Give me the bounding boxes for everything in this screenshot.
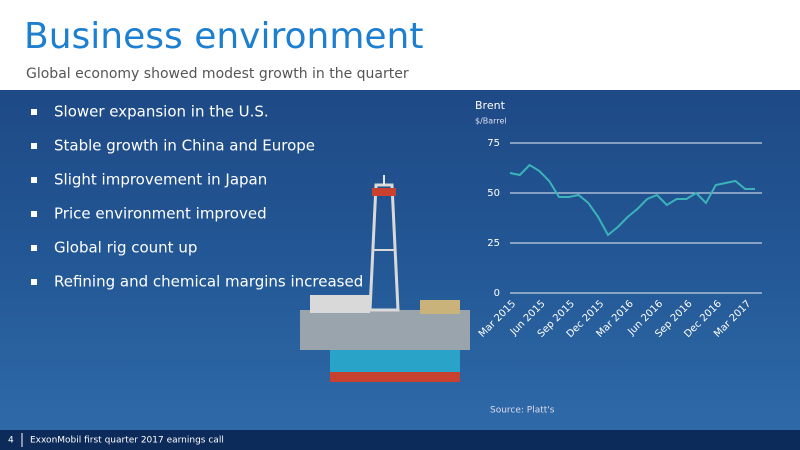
brent-line	[509, 163, 755, 237]
y-tick-label: 75	[487, 138, 500, 149]
bullet-text: Refining and chemical margins increased	[54, 273, 363, 291]
footer-text: ExxonMobil first quarter 2017 earnings c…	[30, 436, 224, 446]
chart-subtitle: $/Barrel	[475, 117, 507, 126]
subtitle: Global economy showed modest growth in t…	[26, 66, 409, 82]
chart-title: Brent	[475, 99, 506, 112]
bullet-text: Global rig count up	[54, 239, 197, 257]
bullet-marker	[31, 211, 37, 217]
bullet-marker	[31, 177, 37, 183]
header-band	[0, 0, 800, 90]
y-tick-label: 50	[487, 188, 500, 199]
bullet-text: Price environment improved	[54, 205, 267, 223]
bullet-text: Slower expansion in the U.S.	[54, 103, 269, 121]
bullet-marker	[31, 245, 37, 251]
y-tick-label: 25	[487, 238, 500, 249]
bullet-text: Slight improvement in Japan	[54, 171, 267, 189]
y-tick-label: 0	[494, 288, 500, 299]
source-note: Source: Platt's	[490, 406, 555, 416]
page-number: 4	[8, 436, 14, 446]
title: Business environment	[24, 16, 423, 57]
footer-band	[0, 430, 800, 450]
oil-rig	[300, 175, 470, 382]
bullet-marker	[31, 109, 37, 115]
bullet-marker	[31, 279, 37, 285]
bullet-text: Stable growth in China and Europe	[54, 137, 315, 155]
bullet-marker	[31, 143, 37, 149]
